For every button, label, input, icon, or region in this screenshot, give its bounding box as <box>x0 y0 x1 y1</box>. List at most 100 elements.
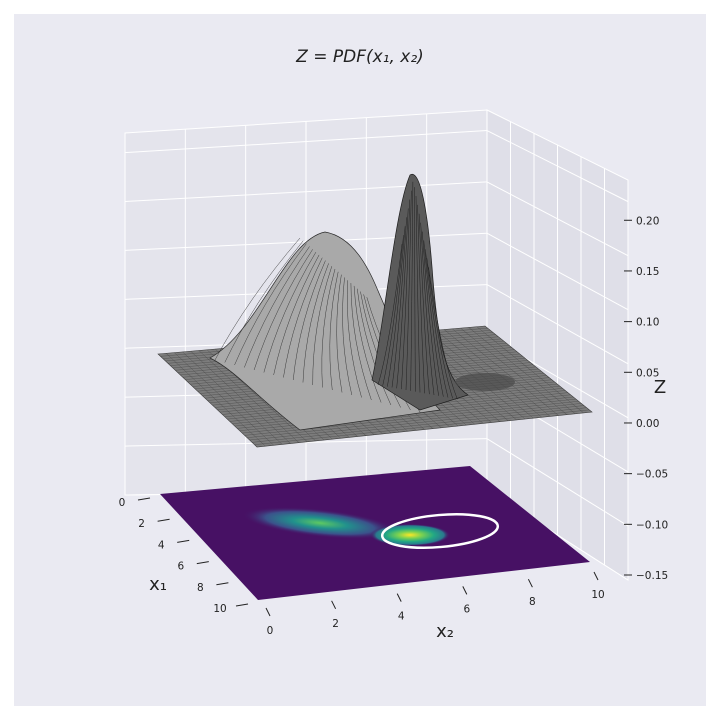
x2-tick <box>462 586 468 595</box>
chart-title: Z = PDF(x₁, x₂) <box>295 47 424 67</box>
broad-peak-line <box>312 266 333 386</box>
x1-axis-label: x₁ <box>149 574 167 595</box>
broad-peak-line <box>292 260 326 381</box>
x1-tick <box>216 582 229 586</box>
grid-line-z-back <box>124 438 488 447</box>
sharp-peak-line <box>382 235 404 386</box>
broad-peak-line <box>253 249 313 371</box>
sharp-peak-line <box>396 208 409 389</box>
broad-peak-line <box>224 240 304 363</box>
grid-line-z-side <box>486 438 629 527</box>
mesh-line <box>444 329 551 417</box>
mesh-line <box>254 409 590 445</box>
z-tick-label: −0.10 <box>636 519 668 531</box>
z-axis-label: Z <box>654 377 666 398</box>
x1-tick-label: 2 <box>138 518 145 530</box>
x1-tick-label: 10 <box>213 603 226 615</box>
sharp-peak-lines <box>377 181 458 400</box>
grid-line-z-back <box>124 130 488 154</box>
sharp-peak-line <box>426 258 453 399</box>
sharp-peak-line <box>414 187 416 392</box>
x2-tick <box>265 607 271 617</box>
broad-peak-line <box>353 285 382 403</box>
broad-peak-line <box>329 271 339 391</box>
sharp-peak-line <box>415 195 421 393</box>
x1-tick <box>235 603 249 607</box>
sharp-peak-line <box>418 213 430 395</box>
contour-blob-1 <box>242 506 398 540</box>
z-tick-label: 0.00 <box>636 418 659 430</box>
sharp-peak-line <box>421 231 439 396</box>
x1-tick-label: 4 <box>158 539 165 551</box>
broad-peak-line <box>273 254 320 376</box>
z-tick-label: 0.05 <box>636 367 659 379</box>
x2-tick <box>396 593 402 602</box>
z-tick-label: 0.20 <box>636 215 659 227</box>
broad-peak-line <box>283 257 323 378</box>
mesh-line <box>247 403 582 438</box>
broad-peak-line <box>350 283 372 401</box>
mesh-line <box>460 327 567 415</box>
x1-tick <box>157 518 170 522</box>
sharp-peak-line <box>420 222 435 396</box>
sharp-peak-line <box>387 226 406 387</box>
grid-line-z-side <box>486 232 629 311</box>
x2-tick-label: 4 <box>398 611 405 623</box>
sharp-peak-line <box>428 267 458 400</box>
sharp-peak-line <box>405 190 412 391</box>
x2-axis: 0 2 4 6 8 10 <box>265 571 605 637</box>
grid-line-z-side <box>486 130 629 203</box>
x2-tick-label: 8 <box>529 596 536 608</box>
z-tick-label: −0.05 <box>636 469 668 481</box>
z-axis: −0.15 −0.10 −0.05 0.00 0.05 0.10 0.15 0.20 <box>624 215 668 582</box>
sharp-peak-line <box>423 240 444 397</box>
mesh-line <box>249 405 584 441</box>
sharp-peak-line <box>401 199 411 390</box>
broad-peak-line <box>357 288 392 406</box>
mesh-line <box>452 328 559 416</box>
broad-peak-line <box>244 246 310 368</box>
x2-tick <box>527 578 533 588</box>
x2-tick-label: 6 <box>463 603 470 615</box>
sharp-peak-line <box>410 181 414 391</box>
broad-peak-line <box>321 268 336 388</box>
confidence-ellipse <box>380 513 500 549</box>
broad-peak-line <box>347 280 362 398</box>
sharp-peak-line <box>377 243 403 386</box>
broad-peak-line <box>336 274 343 393</box>
x2-tick <box>331 600 337 610</box>
x2-tick-label: 10 <box>591 589 604 601</box>
x2-tick-label: 0 <box>267 625 274 637</box>
broad-peak-line <box>214 237 301 361</box>
x1-tick-label: 8 <box>197 582 204 594</box>
sharp-peak-line <box>391 217 407 388</box>
broad-peak-line <box>360 291 401 408</box>
x1-tick <box>137 497 151 501</box>
broad-peak-line <box>302 263 329 383</box>
grid-line-z-side <box>486 284 629 365</box>
grid-line-z-back <box>124 181 488 202</box>
sharp-peak-line <box>417 204 425 394</box>
z-tick-label: 0.15 <box>636 266 659 278</box>
broad-peak-line <box>263 251 317 373</box>
z-tick-label: 0.10 <box>636 317 659 329</box>
contour-blob-2 <box>370 524 450 546</box>
x2-axis-label: x₂ <box>436 621 454 642</box>
broad-peak-line <box>342 277 353 396</box>
mesh-line <box>252 407 587 443</box>
mesh-line <box>468 327 576 414</box>
sharp-peak-line <box>425 249 449 398</box>
x2-tick <box>593 571 599 581</box>
z-tick-label: −0.15 <box>636 570 668 582</box>
x1-tick <box>177 539 190 543</box>
x1-axis: 02 46 8 10 <box>119 497 249 615</box>
mesh-line <box>476 326 584 414</box>
x1-tick-label: 0 <box>119 497 126 509</box>
x1-tick-label: 6 <box>177 561 184 573</box>
broad-peak-line <box>234 243 307 366</box>
grid-line-z-side <box>486 181 629 257</box>
x2-tick-label: 2 <box>332 618 339 630</box>
surface-shadow <box>455 373 515 391</box>
